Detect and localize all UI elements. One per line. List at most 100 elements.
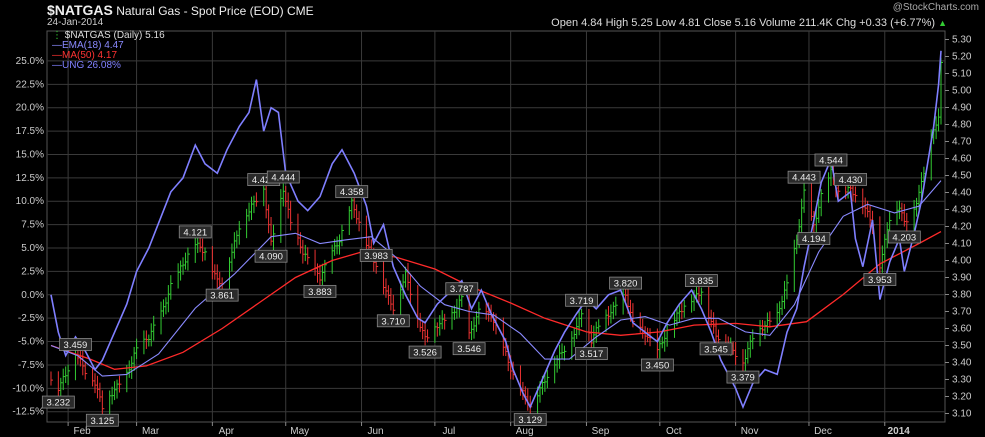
- price-label: 3.526: [408, 345, 442, 359]
- price-label: 3.861: [205, 288, 239, 302]
- exchange: CME: [286, 4, 314, 18]
- left-tick-label: -10.0%: [12, 383, 44, 394]
- price-label-box: [834, 172, 867, 186]
- right-tick-label: 4.00: [952, 256, 972, 267]
- price-label: 4.358: [335, 185, 369, 199]
- price-label-text: 4.203: [892, 232, 916, 243]
- left-tick-label: -2.5%: [18, 313, 44, 324]
- price-label-box: [797, 232, 831, 245]
- watermark[interactable]: @StockCharts.com: [892, 2, 979, 13]
- left-tick-label: -7.5%: [18, 360, 44, 371]
- price-label-text: 3.232: [46, 398, 70, 409]
- legend-price-swatch: ⋮: [52, 30, 62, 41]
- legend-ung-swatch: —: [52, 60, 62, 71]
- right-tick-label: 4.10: [952, 239, 972, 250]
- price-label: 3.710: [376, 314, 410, 328]
- x-tick-label: Apr: [219, 426, 235, 437]
- price-label-text: 4.444: [271, 173, 295, 184]
- right-tick-label: 3.90: [952, 273, 972, 284]
- price-label-box: [254, 249, 288, 263]
- price-label-text: 4.429: [252, 175, 276, 186]
- price-label-box: [699, 342, 733, 356]
- right-tick-label: 4.70: [952, 137, 972, 148]
- price-label-box: [335, 185, 369, 199]
- x-tick-label: Mar: [142, 426, 160, 437]
- price-label-text: 4.358: [340, 187, 364, 198]
- left-tick-label: 17.5%: [16, 126, 44, 137]
- left-tick-label: 25.0%: [16, 56, 44, 67]
- right-tick-label: 3.50: [952, 341, 972, 352]
- price-label-text: 3.129: [518, 415, 542, 426]
- x-tick-label: Aug: [516, 426, 534, 437]
- legend-ma-label: MA(50) 4.17: [62, 50, 118, 61]
- price-label: 4.121: [178, 225, 212, 238]
- legend-ma: —MA(50) 4.17: [52, 51, 165, 61]
- price-label-text: 3.983: [364, 251, 388, 262]
- legend-ema-swatch: —: [52, 40, 62, 51]
- chart-header: $NATGAS Natural Gas - Spot Price (EOD) C…: [0, 0, 985, 30]
- right-tick-label: 4.20: [952, 222, 972, 233]
- x-tick-label: 2014: [888, 426, 911, 437]
- right-tick-label: 4.50: [952, 171, 972, 182]
- price-label: 3.232: [41, 395, 75, 409]
- symbol: $NATGAS: [47, 2, 113, 18]
- price-label-box: [266, 170, 300, 184]
- legend-ung: —UNG 26.08%: [52, 61, 165, 71]
- ema18-line: [50, 180, 942, 377]
- price-label: 3.125: [85, 413, 119, 427]
- price-label: 3.546: [452, 342, 486, 355]
- right-tick-label: 3.30: [952, 375, 972, 386]
- legend-ema-label: EMA(18) 4.47: [62, 40, 124, 51]
- price-label-text: 3.546: [457, 344, 481, 355]
- right-tick-label: 3.10: [952, 409, 972, 420]
- left-tick-label: 22.5%: [16, 79, 44, 90]
- price-label: 3.953: [863, 273, 897, 286]
- price-label-box: [41, 395, 75, 409]
- left-tick-label: -5.0%: [18, 337, 44, 348]
- x-tick-label: Feb: [73, 426, 91, 437]
- price-label: 4.430: [834, 172, 867, 186]
- price-label: 4.090: [254, 249, 288, 263]
- price-label-box: [408, 345, 442, 359]
- price-label-box: [787, 170, 821, 184]
- price-label-box: [85, 413, 119, 427]
- price-label-text: 3.517: [579, 349, 603, 360]
- price-label: 3.820: [609, 276, 642, 290]
- legend-price-label: $NATGAS (Daily) 5.16: [64, 30, 165, 41]
- x-tick-label: Oct: [666, 426, 682, 437]
- price-label-text: 3.861: [210, 291, 234, 302]
- price-label: 3.129: [513, 413, 547, 426]
- x-tick-label: Sep: [592, 426, 610, 437]
- price-label-box: [59, 338, 92, 351]
- price-label-box: [640, 358, 674, 372]
- price-label-text: 3.787: [450, 284, 474, 295]
- left-tick-label: 12.5%: [16, 173, 44, 184]
- price-label-box: [684, 274, 718, 287]
- price-label: 3.379: [726, 370, 760, 384]
- price-label-box: [376, 314, 410, 328]
- legend-ma-swatch: —: [52, 50, 62, 61]
- price-label: 3.719: [565, 293, 598, 307]
- price-label-box: [445, 282, 479, 296]
- ung-line: [50, 50, 942, 410]
- price-label: 3.459: [59, 338, 92, 351]
- legend-price: ⋮ $NATGAS (Daily) 5.16: [52, 31, 165, 41]
- price-label-text: 4.544: [819, 156, 843, 167]
- legend-ung-label: UNG 26.08%: [62, 60, 121, 71]
- left-tick-label: -12.5%: [12, 407, 44, 418]
- right-tick-label: 4.80: [952, 120, 972, 131]
- price-label: 3.787: [445, 282, 479, 296]
- price-label-text: 3.526: [413, 348, 437, 359]
- price-label-box: [574, 347, 608, 361]
- price-label-text: 3.450: [645, 361, 669, 372]
- left-tick-label: 15.0%: [16, 149, 44, 160]
- price-label-box: [887, 230, 921, 244]
- price-label: 3.450: [640, 358, 674, 372]
- x-tick-label: Dec: [814, 426, 832, 437]
- price-label: 3.983: [359, 248, 393, 262]
- right-tick-label: 3.40: [952, 358, 972, 369]
- price-label-text: 3.125: [90, 416, 114, 427]
- price-label-text: 3.719: [570, 296, 594, 307]
- price-label-text: 3.883: [308, 287, 332, 298]
- price-label-text: 3.710: [381, 316, 405, 327]
